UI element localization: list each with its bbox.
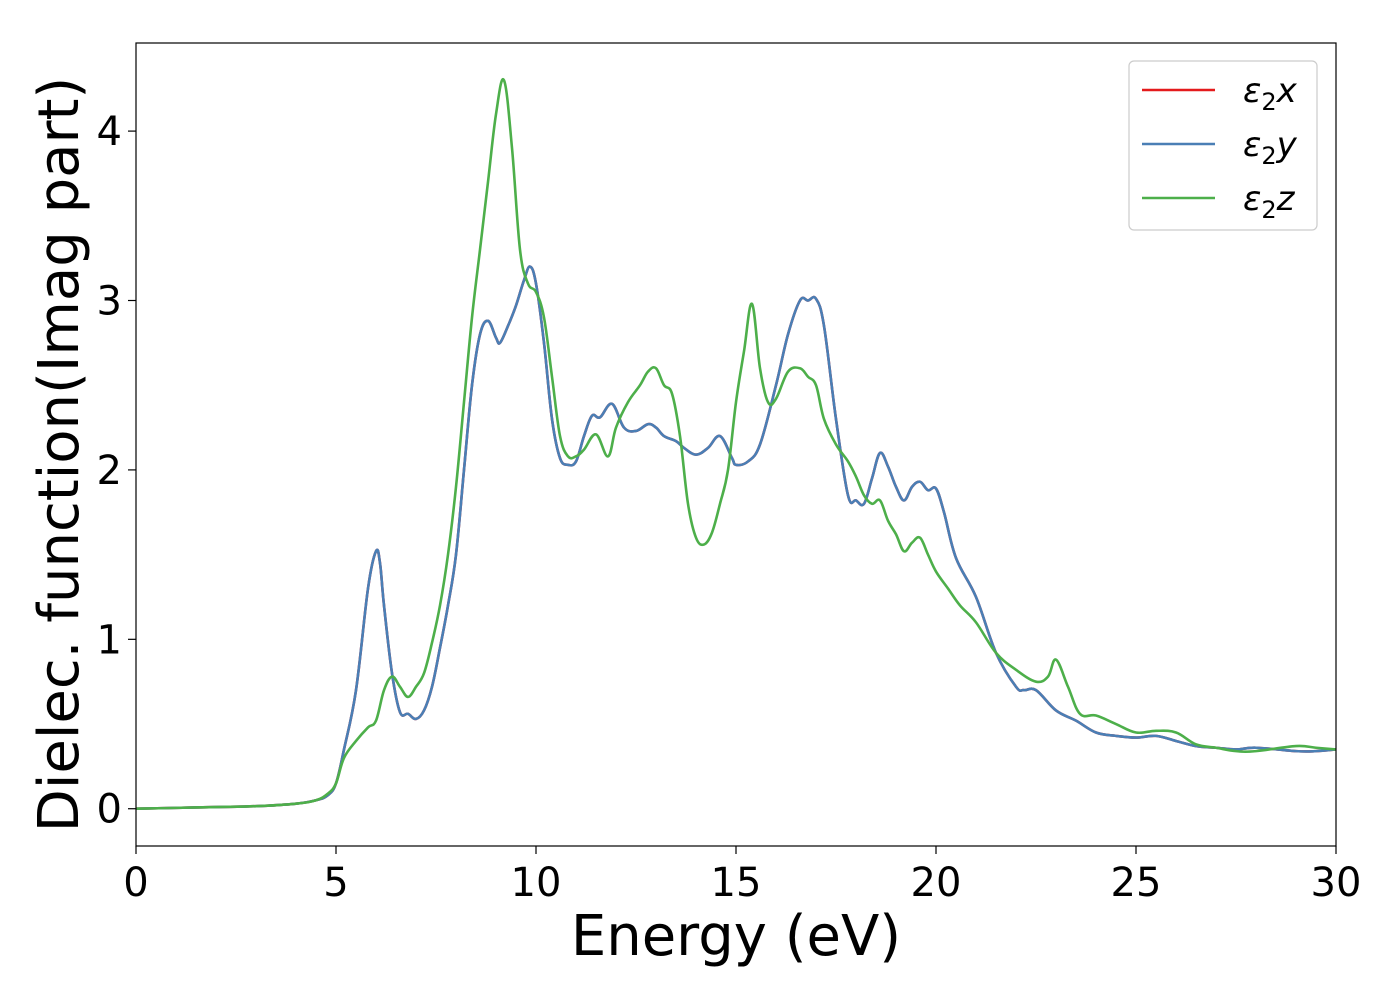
- y-tick-label: 1: [97, 617, 122, 663]
- x-tick-label: 10: [511, 860, 562, 906]
- x-tick-label: 5: [323, 860, 348, 906]
- legend-label-y: ε2y: [1243, 125, 1298, 170]
- series-line-z: [136, 77, 1336, 811]
- legend-label-x: ε2x: [1243, 71, 1298, 116]
- y-tick-label: 3: [97, 279, 122, 325]
- legend-label-z: ε2z: [1243, 179, 1296, 224]
- x-tick-label: 30: [1311, 860, 1362, 906]
- x-tick-label: 15: [711, 860, 762, 906]
- y-tick-label: 4: [97, 109, 122, 155]
- x-tick-label: 25: [1111, 860, 1162, 906]
- series-lines: [136, 77, 1336, 811]
- x-tick-label: 20: [911, 860, 962, 906]
- legend-box: [1128, 60, 1318, 231]
- x-tick-label: 0: [123, 860, 148, 906]
- y-tick-label: 2: [97, 448, 122, 494]
- legend: ε2x ε2y ε2z: [1128, 60, 1318, 231]
- x-axis-ticks: 0 5 10 15 20 25 30: [123, 846, 1361, 906]
- series-line-y: [136, 265, 1336, 811]
- y-tick-label: 0: [97, 787, 122, 833]
- y-axis-label: Dielec. function(Imag part): [27, 77, 92, 833]
- y-axis-ticks: 0 1 2 3 4: [97, 109, 136, 833]
- x-axis-label: Energy (eV): [571, 904, 901, 969]
